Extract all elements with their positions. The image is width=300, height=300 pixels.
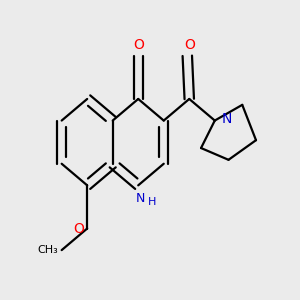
Text: O: O	[133, 38, 144, 52]
Text: N: N	[222, 112, 232, 126]
Text: O: O	[184, 38, 195, 52]
Text: O: O	[73, 221, 84, 236]
Text: CH₃: CH₃	[37, 245, 58, 255]
Text: H: H	[148, 197, 156, 207]
Text: N: N	[136, 192, 145, 206]
